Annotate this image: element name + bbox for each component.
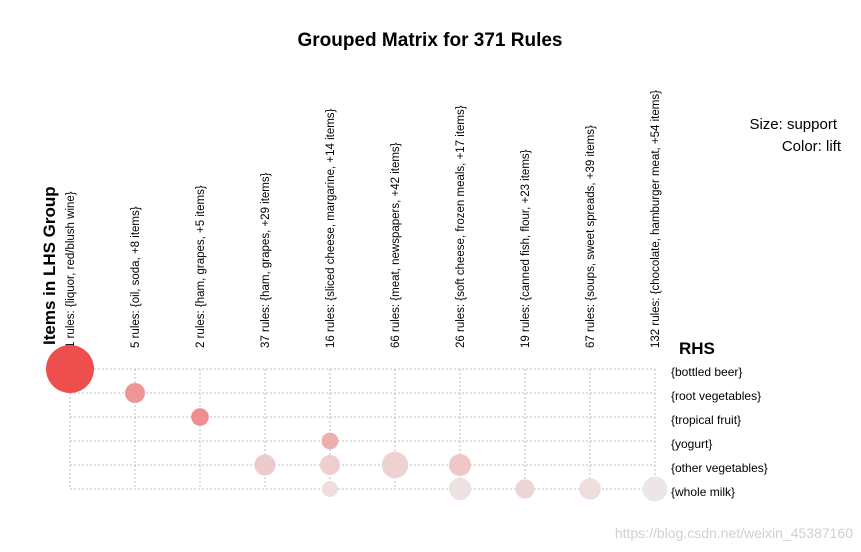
x-axis-title: Items in LHS Group — [40, 186, 59, 345]
lhs-group-label: 37 rules: {ham, grapes, +29 items} — [260, 172, 272, 348]
bubble — [579, 478, 601, 500]
bubble — [449, 454, 471, 476]
lhs-group-label: 1 rules: {liquor, red/blush wine} — [65, 191, 77, 348]
bubble — [515, 479, 535, 499]
bubble — [381, 451, 409, 479]
legend-size: Size: support — [749, 116, 837, 133]
lhs-group-label: 132 rules: {chocolate, hamburger meat, +… — [650, 90, 662, 348]
lhs-group-label: 2 rules: {ham, grapes, +5 items} — [195, 185, 207, 348]
lhs-group-label: 16 rules: {sliced cheese, margarine, +14… — [325, 108, 337, 348]
legend: Size: support Color: lift — [749, 116, 841, 155]
bubble — [642, 476, 668, 502]
bubble — [46, 345, 94, 393]
bubble — [448, 477, 472, 501]
bubbles — [46, 345, 668, 502]
rhs-item-label: {tropical fruit} — [671, 413, 741, 427]
bubble — [321, 432, 339, 450]
bubble — [322, 481, 338, 497]
lhs-group-label: 67 rules: {soups, sweet spreads, +39 ite… — [585, 125, 597, 348]
rhs-item-label: {other vegetables} — [671, 461, 768, 475]
bubble — [125, 383, 145, 403]
rhs-item-label: {whole milk} — [671, 485, 735, 499]
legend-color: Color: lift — [782, 138, 842, 155]
chart-title: Grouped Matrix for 371 Rules — [297, 30, 562, 51]
matrix-grid — [69, 368, 656, 490]
bubble — [191, 408, 209, 426]
rhs-item-label: {yogurt} — [671, 437, 712, 451]
rhs-item-label: {bottled beer} — [671, 365, 742, 379]
rhs-item-labels: {bottled beer} {root vegetables} {tropical… — [671, 365, 768, 499]
rhs-item-label: {root vegetables} — [671, 389, 761, 403]
bubble — [254, 454, 276, 476]
lhs-group-labels: 1 rules: {liquor, red/blush wine} 5 rules… — [65, 90, 662, 348]
bubble — [320, 455, 340, 475]
y-axis-title: RHS — [679, 339, 715, 358]
watermark: https://blog.csdn.net/weixin_45387160 — [615, 525, 853, 541]
lhs-group-label: 19 rules: {canned fish, flour, +23 items… — [520, 149, 532, 348]
lhs-group-label: 5 rules: {oil, soda, +8 items} — [130, 206, 142, 348]
lhs-group-label: 66 rules: {meat, newspapers, +42 items} — [390, 142, 402, 348]
lhs-group-label: 26 rules: {soft cheese, frozen meals, +1… — [455, 105, 467, 348]
